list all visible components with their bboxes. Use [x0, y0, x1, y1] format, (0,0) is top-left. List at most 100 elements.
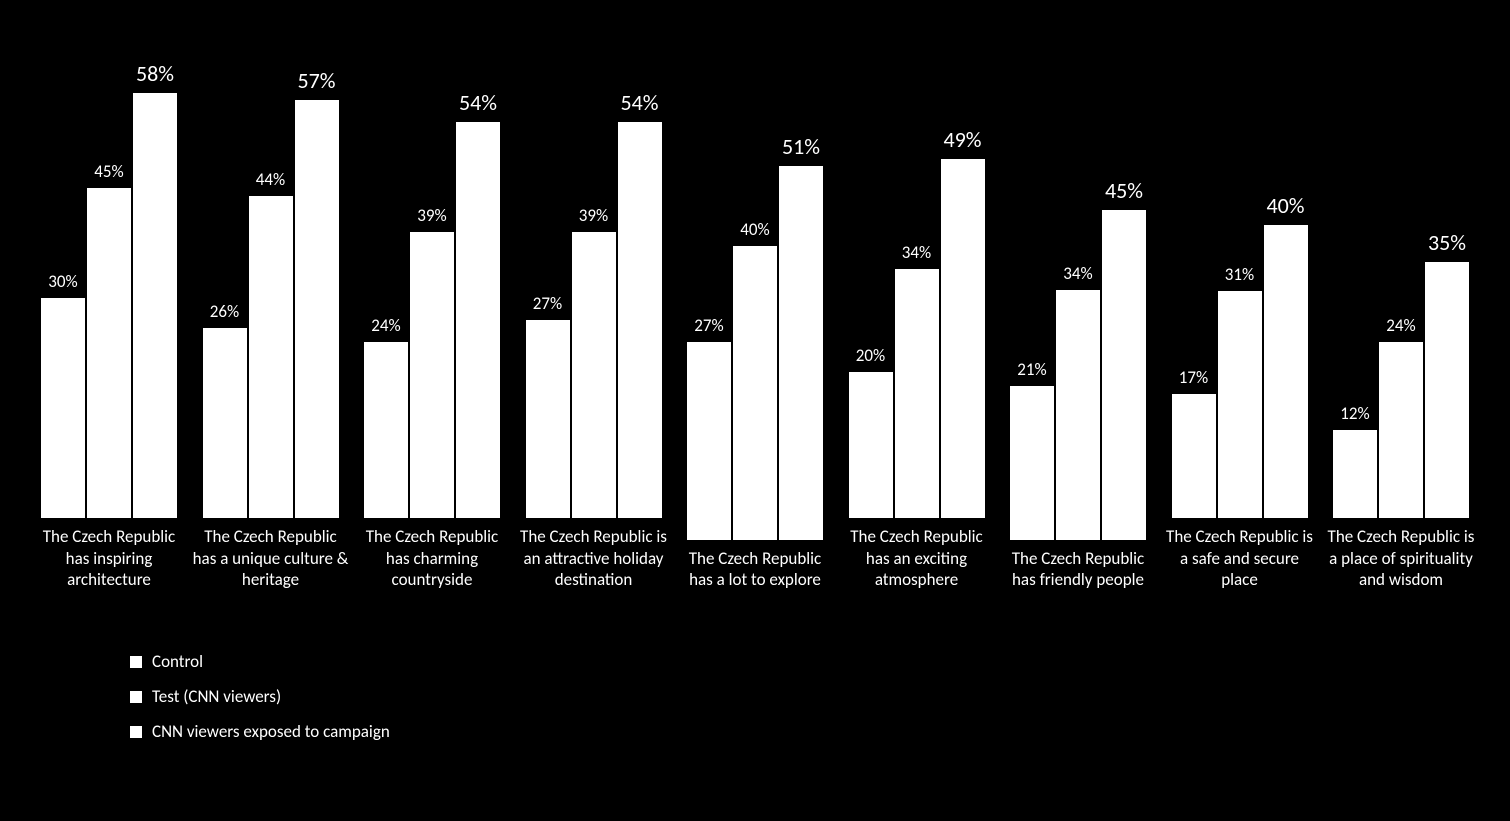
bar-value-label: 20%	[856, 345, 885, 366]
bar-rect	[618, 122, 662, 518]
bar-exposed: 57%	[295, 67, 339, 518]
bar-value-label: 17%	[1179, 367, 1208, 388]
bar-control: 27%	[526, 293, 570, 518]
bar-rect	[87, 188, 131, 518]
bar-control: 17%	[1172, 367, 1216, 519]
bar-exposed: 45%	[1102, 177, 1146, 540]
category-label: The Czech Republic has a unique culture …	[192, 526, 350, 590]
bars-row: 30% 45% 58%	[41, 28, 177, 518]
bar-rect	[133, 93, 177, 518]
bar-test: 31%	[1218, 264, 1262, 518]
bars-row: 27%39%54%	[526, 28, 662, 518]
bar-rect	[456, 122, 500, 518]
bar-value-label: 21%	[1017, 359, 1046, 380]
bar-rect	[249, 196, 293, 519]
bar-control: 27%	[687, 315, 731, 540]
bar-rect	[779, 166, 823, 540]
category-group: 27% 40% 51% The Czech Republic has a lot to…	[676, 50, 834, 591]
bar-value-label: 49%	[943, 126, 981, 153]
bar-rect	[1379, 342, 1423, 518]
bar-rect	[1102, 210, 1146, 540]
bar-test: 24%	[1379, 315, 1423, 518]
bar-value-label: 40%	[740, 219, 769, 240]
bar-value-label: 34%	[1063, 263, 1092, 284]
bar-value-label: 44%	[256, 169, 285, 190]
bar-rect	[687, 342, 731, 540]
bars-row: 20% 34% 49%	[849, 28, 985, 518]
legend-label: CNN viewers exposed to campaign	[152, 721, 390, 742]
legend-swatch	[130, 656, 142, 668]
bar-rect	[733, 246, 777, 539]
bar-value-label: 35%	[1428, 229, 1466, 256]
bars-row: 27% 40% 51%	[687, 50, 823, 540]
bar-rect	[410, 232, 454, 518]
category-group: 24%39%54%The Czech Republic has charming…	[353, 28, 511, 590]
category-label: The Czech Republic has a lot to explore	[676, 548, 834, 591]
bars-row: 24% 39% 54%	[364, 28, 500, 518]
bar-value-label: 26%	[210, 301, 239, 322]
bar-test: 44%	[249, 169, 293, 519]
category-label: The Czech Republic has an exciting atmos…	[838, 526, 996, 590]
legend-label: Test (CNN viewers)	[152, 686, 281, 707]
bar-value-label: 27%	[694, 315, 723, 336]
bar-value-label: 45%	[94, 161, 123, 182]
legend-item-exposed: CNN viewers exposed to campaign	[130, 721, 1480, 742]
category-group: 30% 45% 58% The Czech Republic has inspirin…	[30, 28, 188, 590]
category-label: The Czech Republic has inspiring archite…	[30, 526, 188, 590]
bars-row: 12% 24% 35%	[1333, 28, 1469, 518]
bar-exposed: 40%	[1264, 192, 1308, 518]
legend-item-control: Control	[130, 651, 1480, 672]
bar-rect	[526, 320, 570, 518]
bar-test: 40%	[733, 219, 777, 539]
category-label: The Czech Republic is a safe and secure …	[1161, 526, 1319, 590]
bar-exposed: 35%	[1425, 229, 1469, 519]
bar-exposed: 49%	[941, 126, 985, 518]
bar-control: 12%	[1333, 403, 1377, 518]
bar-test: 34%	[1056, 263, 1100, 539]
bar-rect	[572, 232, 616, 518]
bar-value-label: 24%	[1386, 315, 1415, 336]
bar-control: 20%	[849, 345, 893, 519]
bars-row: 21% 34% 45%	[1010, 50, 1146, 540]
bar-rect	[1172, 394, 1216, 519]
bar-control: 30%	[41, 271, 85, 518]
bar-value-label: 40%	[1266, 192, 1304, 219]
category-label: The Czech Republic is an attractive holi…	[515, 526, 673, 590]
bar-value-label: 31%	[1225, 264, 1254, 285]
bar-value-label: 12%	[1340, 403, 1369, 424]
plot-area: 30% 45% 58% The Czech Republic has inspirin…	[30, 30, 1480, 591]
bar-value-label: 45%	[1105, 177, 1143, 204]
bar-test: 34%	[895, 242, 939, 518]
legend-label: Control	[152, 651, 203, 672]
bar-value-label: 34%	[902, 242, 931, 263]
bar-control: 24%	[364, 315, 408, 518]
category-group: 27%39%54% The Czech Republic is an attrac…	[515, 28, 673, 590]
legend-swatch	[130, 691, 142, 703]
bar-rect	[203, 328, 247, 519]
bar-rect	[1056, 290, 1100, 539]
bars-row: 26% 44% 57%	[203, 28, 339, 518]
bar-exposed: 54%	[456, 89, 500, 518]
legend-swatch	[130, 726, 142, 738]
bar-value-label: 51%	[782, 133, 820, 160]
bar-rect	[295, 100, 339, 518]
bar-exposed: 51%	[779, 133, 823, 540]
category-group: 21% 34% 45% The Czech Republic has friendly…	[999, 50, 1157, 591]
bar-value-label: 39%	[417, 205, 446, 226]
legend-item-test: Test (CNN viewers)	[130, 686, 1480, 707]
bar-rect	[1333, 430, 1377, 518]
bar-value-label: 30%	[48, 271, 77, 292]
bar-value-label: 24%	[371, 315, 400, 336]
bar-rect	[1264, 225, 1308, 518]
bar-rect	[1010, 386, 1054, 540]
bar-test: 39%	[572, 205, 616, 518]
bar-control: 26%	[203, 301, 247, 519]
category-group: 26% 44% 57% The Czech Republic has a unique…	[192, 28, 350, 590]
bar-test: 45%	[87, 161, 131, 518]
bar-value-label: 58%	[136, 60, 174, 87]
legend: Control Test (CNN viewers) CNN viewers exp…	[130, 651, 1480, 742]
category-label: The Czech Republic has friendly people	[999, 548, 1157, 591]
bar-rect	[1218, 291, 1262, 518]
bar-value-label: 54%	[459, 89, 497, 116]
bar-rect	[895, 269, 939, 518]
